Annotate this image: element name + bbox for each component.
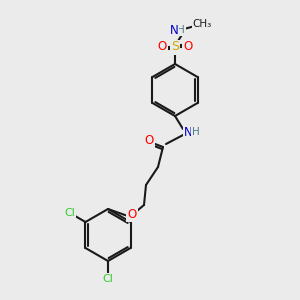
Text: Cl: Cl xyxy=(64,208,75,218)
Text: CH₃: CH₃ xyxy=(192,19,212,29)
Text: O: O xyxy=(128,208,136,221)
Text: O: O xyxy=(183,40,193,53)
Text: N: N xyxy=(169,23,178,37)
Text: O: O xyxy=(144,134,154,148)
Text: H: H xyxy=(192,127,200,137)
Text: N: N xyxy=(184,125,192,139)
Text: H: H xyxy=(177,25,185,35)
Text: Cl: Cl xyxy=(103,274,113,284)
Text: O: O xyxy=(158,40,166,53)
Text: S: S xyxy=(171,40,179,53)
